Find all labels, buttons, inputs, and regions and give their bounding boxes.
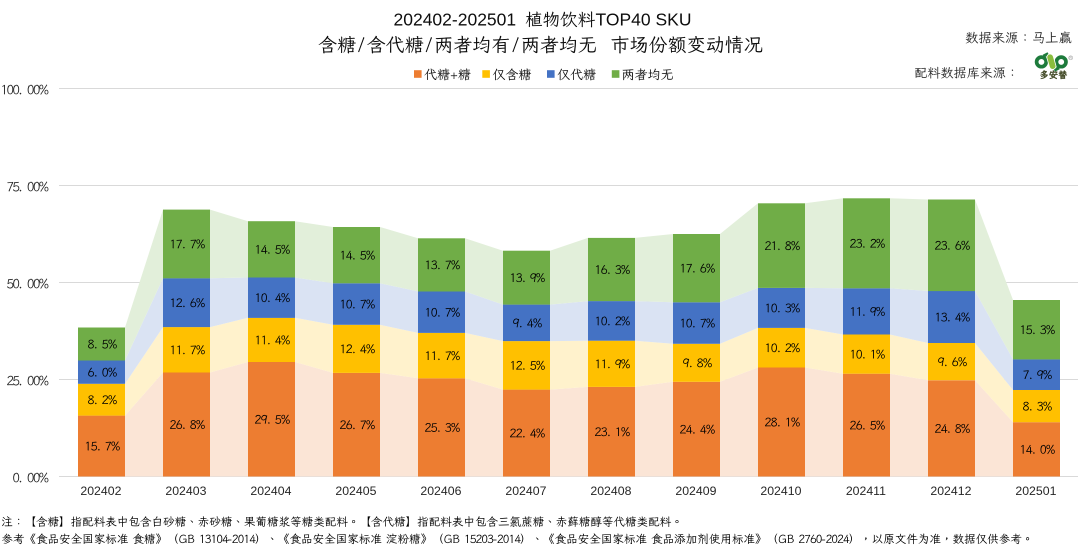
svg-text:202406: 202406 (420, 484, 461, 498)
svg-text:202409: 202409 (675, 484, 716, 498)
svg-text:202410: 202410 (760, 484, 801, 498)
svg-text:202402-202501: 202402-202501 (394, 10, 517, 30)
svg-text:202405: 202405 (335, 484, 376, 498)
svg-text:202403: 202403 (165, 484, 206, 498)
svg-text:202411: 202411 (846, 484, 886, 498)
svg-text:202404: 202404 (250, 484, 291, 498)
svg-text:202402: 202402 (80, 484, 121, 498)
svg-text:202408: 202408 (590, 484, 631, 498)
svg-text:R: R (1070, 56, 1073, 60)
svg-text:202407: 202407 (505, 484, 546, 498)
svg-text:202412: 202412 (930, 484, 971, 498)
svg-text:TOP40 SKU: TOP40 SKU (596, 10, 692, 30)
svg-text:202501: 202501 (1015, 484, 1056, 498)
